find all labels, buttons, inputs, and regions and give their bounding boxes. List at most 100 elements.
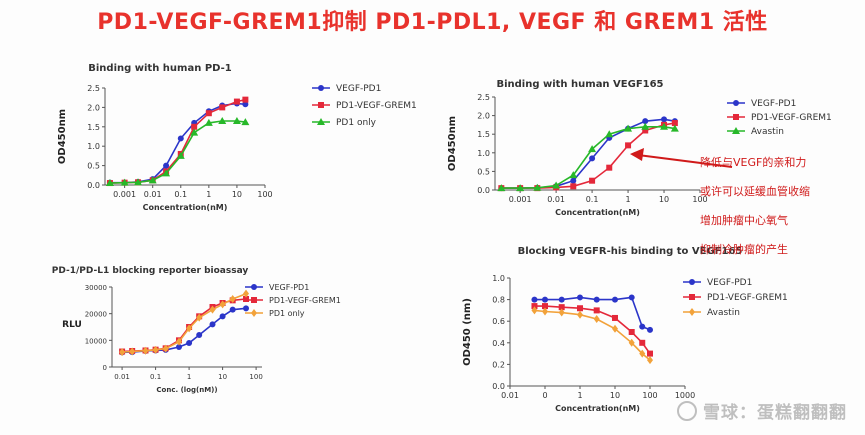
data-point-pd1-only (119, 348, 126, 357)
data-point-avastin (628, 338, 635, 347)
data-point-pd1-vegf-grem1 (625, 142, 632, 149)
page-title: PD1-VEGF-GREM1抑制 PD1-PDL1, VEGF 和 GREM1 … (97, 10, 768, 35)
data-point-pd1-vegf-grem1 (242, 96, 249, 103)
legend-marker-pd1-vegf-grem1 (251, 297, 257, 303)
data-point-pd1-only (176, 337, 183, 346)
legend-label-vegf-pd1: VEGF-PD1 (707, 278, 752, 288)
legend-label-pd1-vegf-grem1: PD1-VEGF-GREM1 (751, 113, 832, 123)
data-point-avastin (605, 130, 614, 138)
y-tick-label: 0.5 (87, 162, 100, 171)
data-point-vegf-pd1 (176, 344, 183, 350)
legend-marker-vegf-pd1 (318, 85, 324, 91)
data-point-vegf-pd1 (243, 305, 250, 312)
x-tick-label: 10 (232, 190, 242, 199)
series-line-pd1-only (122, 292, 247, 353)
data-point-vegf-pd1 (647, 326, 653, 333)
data-point-vegf-pd1 (177, 135, 184, 142)
data-point-vegf-pd1 (542, 296, 548, 303)
y-tick-label: 0.4 (492, 339, 505, 348)
y-tick-label: 2.5 (477, 93, 490, 102)
data-point-pd1-vegf-grem1 (589, 177, 596, 184)
data-point-pd1-only (219, 300, 226, 309)
data-point-avastin (647, 356, 653, 365)
data-point-vegf-pd1 (558, 296, 565, 303)
data-point-vegf-pd1 (209, 321, 216, 328)
y-axis-label: OD450nm (57, 109, 68, 164)
x-tick-label: 0.001 (509, 195, 532, 204)
x-tick-label: 1000 (675, 391, 695, 400)
data-point-pd1-vegf-grem1 (243, 296, 250, 302)
series-line-vegf-pd1 (109, 102, 246, 184)
y-tick-label: 0.5 (477, 167, 490, 176)
data-point-avastin (516, 184, 525, 192)
snowball-logo-icon (677, 401, 697, 421)
data-point-pd1-vegf-grem1 (639, 339, 646, 346)
data-point-pd1-only (229, 295, 236, 303)
note-line: 降低与VEGF的亲和力 (700, 156, 807, 169)
data-point-vegf-pd1 (642, 118, 649, 125)
legend-label-pd1-vegf-grem1: PD1-VEGF-GREM1 (336, 101, 417, 111)
data-point-pd1-only (209, 305, 216, 314)
annotation-arrow (630, 148, 733, 168)
note-line: 或许可以延缓血管收缩 (700, 185, 810, 198)
legend-label-vegf-pd1: VEGF-PD1 (751, 99, 796, 109)
data-point-vegf-pd1 (531, 296, 538, 303)
note-line: 抑制冷肿瘤的产生 (700, 243, 788, 256)
chart-pd1-pdl1-blocking: PD-1/PD-L1 blocking reporter bioassay 0.0… (52, 266, 341, 394)
legend-label-pd1-only: PD1 only (336, 118, 377, 128)
x-tick-label: 0.01 (144, 190, 162, 199)
data-point-vegf-pd1 (196, 332, 203, 338)
legend-label-vegf-pd1: VEGF-PD1 (336, 84, 381, 94)
data-point-pd1-only (142, 346, 149, 355)
data-point-pd1-vegf-grem1 (191, 123, 198, 130)
data-point-avastin (533, 183, 542, 191)
x-tick-label: 0.1 (150, 373, 161, 381)
y-tick-label: 2.0 (87, 103, 100, 112)
legend-label-avastin: Avastin (751, 127, 784, 137)
data-point-avastin (641, 122, 650, 130)
data-point-pd1-only (120, 178, 129, 186)
y-tick-label: 0.0 (492, 382, 505, 391)
legend-marker-pd1-vegf-grem1 (733, 114, 739, 120)
data-point-avastin (624, 124, 633, 132)
data-point-pd1-vegf-grem1 (606, 164, 613, 171)
y-tick-label: 0.0 (477, 186, 490, 195)
data-point-vegf-pd1 (186, 340, 193, 346)
data-point-pd1-only (134, 178, 143, 186)
data-point-avastin (588, 145, 597, 153)
chart-pd1-binding: Binding with human PD-1 0.001 0.01 0.1 1 10 10… (57, 63, 417, 212)
chart-vegfr-blocking: Blocking VEGFR-his binding to VEGF165 0.0… (462, 246, 788, 413)
y-tick-label: 0.0 (87, 181, 100, 190)
y-axis-label: OD450 (nm) (462, 298, 473, 366)
x-tick-label: 100 (257, 190, 272, 199)
data-point-avastin (660, 122, 669, 130)
data-point-pd1-vegf-grem1 (531, 303, 538, 310)
series-line-pd1-vegf-grem1 (109, 98, 246, 184)
chart-title: PD-1/PD-L1 blocking reporter bioassay (52, 266, 249, 276)
y-tick-label: 2.0 (477, 112, 490, 121)
data-point-vegf-pd1 (628, 294, 635, 301)
x-tick-label: 1 (577, 391, 582, 400)
x-tick-label: 100 (692, 195, 707, 204)
data-point-pd1-only (243, 289, 250, 298)
legend-marker-pd1-vegf-grem1 (689, 294, 695, 300)
data-point-pd1-only (232, 116, 241, 124)
data-point-pd1-vegf-grem1 (542, 303, 548, 310)
data-point-pd1-vegf-grem1 (628, 329, 635, 335)
y-tick-label: 0.6 (492, 317, 505, 326)
legend-marker-vegf-pd1 (689, 279, 695, 285)
y-tick-label: 1.5 (87, 123, 100, 132)
data-point-vegf-pd1 (593, 296, 600, 303)
y-tick-label: 2.5 (87, 84, 100, 93)
data-point-vegf-pd1 (661, 116, 668, 123)
x-tick-label: 0.01 (547, 195, 565, 204)
x-tick-label: 100 (249, 373, 262, 381)
data-point-vegf-pd1 (229, 306, 236, 313)
x-tick-label: 0.01 (114, 373, 130, 381)
legend-marker-avastin (732, 127, 740, 134)
data-point-avastin (670, 124, 679, 132)
data-point-pd1-only (129, 347, 136, 356)
y-tick-label: 30000 (85, 284, 107, 292)
y-tick-label: 0.2 (492, 360, 505, 369)
data-point-avastin (531, 306, 538, 315)
